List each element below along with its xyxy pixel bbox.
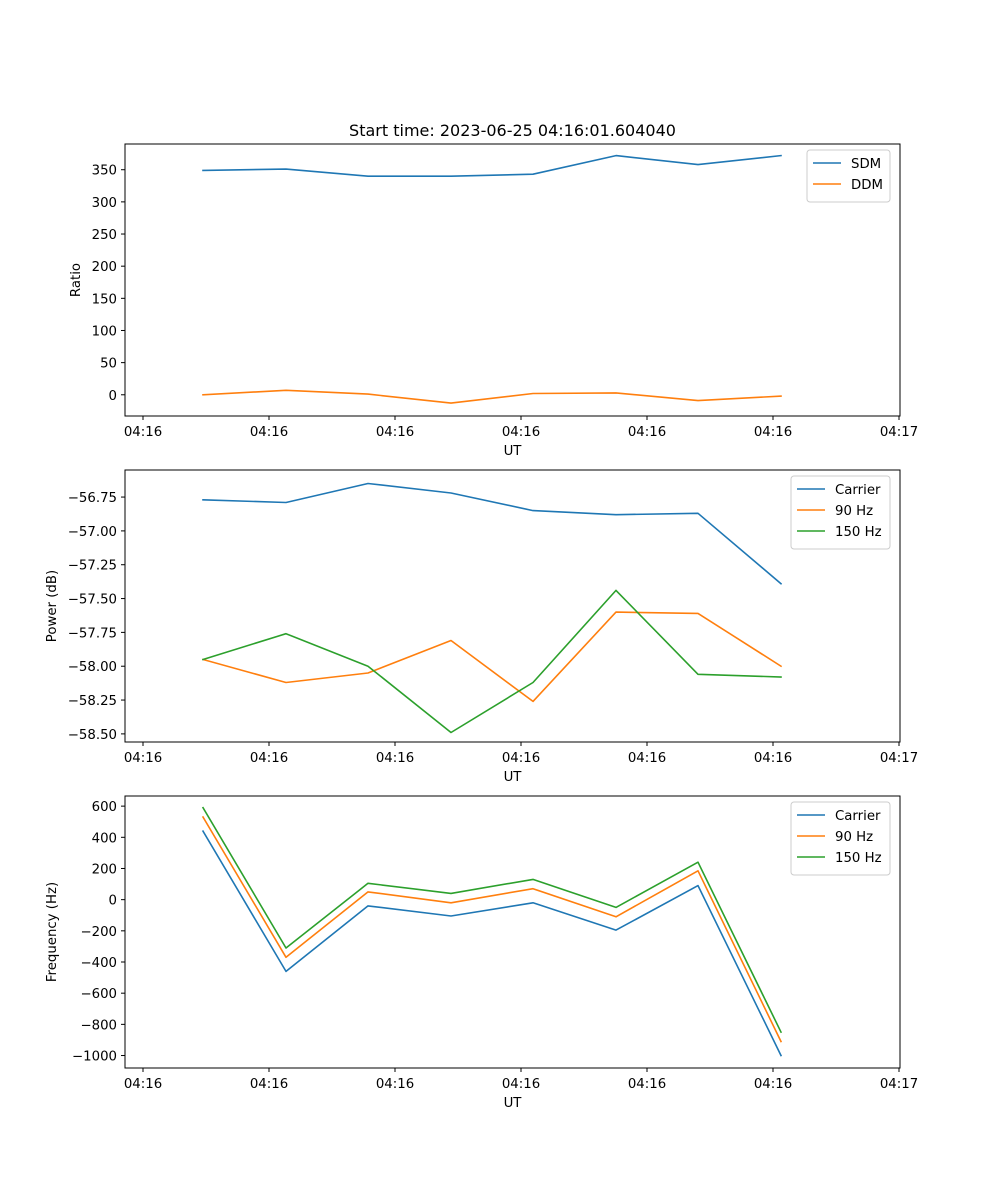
y-tick-label: −58.25	[68, 694, 117, 709]
y-tick-label: −57.75	[68, 626, 117, 641]
y-tick-label: −58.50	[68, 728, 117, 743]
subplot-2: 04:16 04:16 04:16 04:16 04:16 04:16 04:17 −58.5…	[45, 469, 918, 785]
axes-frame	[124, 143, 901, 417]
x-tick-label: 04:16	[124, 425, 162, 440]
x-tick-label: 04:16	[376, 751, 414, 766]
x-axis-label: UT	[504, 1096, 523, 1111]
y-axis-label: Power (dB)	[45, 570, 60, 642]
axes-frame	[124, 795, 901, 1069]
y-tick-label: 600	[92, 800, 117, 815]
series-line-150-hz	[201, 589, 782, 734]
x-tick-label: 04:16	[250, 751, 288, 766]
x-tick-label: 04:17	[880, 751, 918, 766]
x-tick-label: 04:16	[124, 751, 162, 766]
subplots: 04:16 04:16 04:16 04:16 04:16 04:16 04:17 0 50 10…	[45, 143, 918, 1111]
x-tick-label: 04:16	[376, 1077, 414, 1092]
x-tick-label: 04:16	[502, 1077, 540, 1092]
x-tick-label: 04:16	[250, 1077, 288, 1092]
legend-label: DDM	[851, 178, 883, 193]
x-tick-label: 04:16	[376, 425, 414, 440]
y-tick-label: 200	[92, 862, 117, 877]
legend: SDM DDM	[806, 149, 891, 203]
x-tick-label: 04:16	[628, 425, 666, 440]
y-axis-label: Ratio	[69, 263, 84, 297]
y-tick-label: 50	[100, 357, 117, 372]
legend-label: SDM	[851, 157, 881, 172]
x-tick-label: 04:16	[754, 425, 792, 440]
series-line-150-hz	[201, 806, 783, 1034]
series-line-90-hz	[202, 611, 783, 703]
y-tick-label: 0	[109, 894, 117, 909]
x-tick-label: 04:17	[880, 1077, 918, 1092]
series-line-carrier	[201, 830, 783, 1057]
series-line-sdm	[202, 154, 782, 177]
y-tick-label: −57.50	[68, 593, 117, 608]
x-tick-label: 04:16	[754, 1077, 792, 1092]
legend-label: 90 Hz	[835, 830, 873, 845]
y-tick-label: 350	[92, 164, 117, 179]
y-tick-label: −57.25	[68, 559, 117, 574]
y-tick-label: 300	[92, 196, 117, 211]
legend-label: Carrier	[835, 483, 881, 498]
y-tick-label: −800	[80, 1018, 117, 1033]
y-tick-label: 100	[92, 324, 117, 339]
x-axis-label: UT	[504, 770, 523, 785]
y-tick-label: 0	[109, 389, 117, 404]
y-tick-label: 150	[92, 292, 117, 307]
y-tick-label: −57.00	[68, 525, 117, 540]
y-tick-label: 250	[92, 228, 117, 243]
y-tick-label: −400	[80, 956, 117, 971]
x-axis-label: UT	[504, 444, 523, 459]
legend-label: 150 Hz	[835, 851, 882, 866]
legend-label: 90 Hz	[835, 504, 873, 519]
series-line-carrier	[202, 482, 783, 585]
series-line-90-hz	[201, 815, 783, 1043]
axes-frame	[124, 469, 901, 743]
subplot-1: 04:16 04:16 04:16 04:16 04:16 04:16 04:17 0 50 10…	[69, 143, 918, 459]
x-tick-label: 04:16	[502, 425, 540, 440]
y-tick-label: −1000	[72, 1050, 117, 1065]
x-tick-label: 04:16	[502, 751, 540, 766]
y-tick-label: −600	[80, 987, 117, 1002]
legend: Carrier 90 Hz 150 Hz	[790, 475, 891, 550]
y-tick-label: 400	[92, 831, 117, 846]
x-tick-label: 04:16	[628, 751, 666, 766]
y-axis-label: Frequency (Hz)	[45, 882, 60, 982]
y-tick-label: 200	[92, 260, 117, 275]
x-tick-label: 04:16	[754, 751, 792, 766]
series-line-ddm	[202, 389, 782, 404]
legend: Carrier 90 Hz 150 Hz	[790, 801, 891, 876]
legend-label: 150 Hz	[835, 525, 882, 540]
y-tick-label: −56.75	[68, 491, 117, 506]
y-tick-label: −58.00	[68, 660, 117, 675]
x-tick-label: 04:16	[628, 1077, 666, 1092]
subplot-3: 04:16 04:16 04:16 04:16 04:16 04:16 04:17 −1000…	[45, 795, 918, 1111]
y-tick-label: −200	[80, 925, 117, 940]
legend-label: Carrier	[835, 809, 881, 824]
x-tick-label: 04:17	[880, 425, 918, 440]
figure-title: Start time: 2023-06-25 04:16:01.604040	[349, 121, 676, 140]
x-tick-label: 04:16	[124, 1077, 162, 1092]
x-tick-label: 04:16	[250, 425, 288, 440]
